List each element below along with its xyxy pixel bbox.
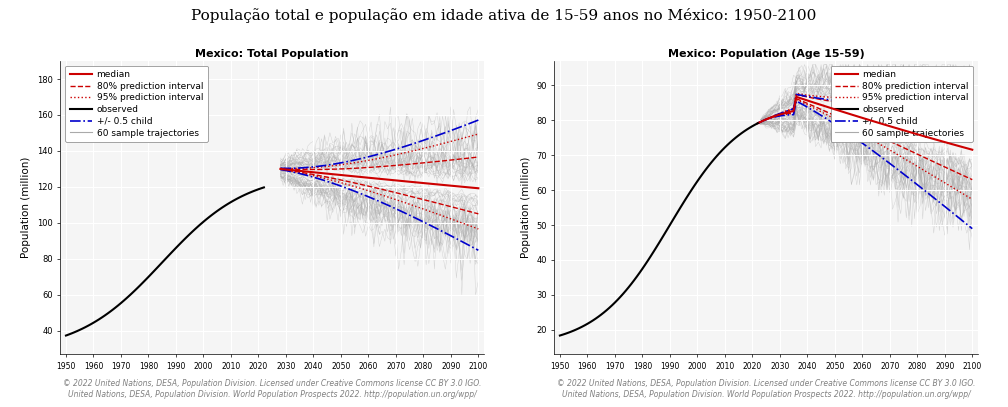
Text: © 2022 United Nations, DESA, Population Division. Licensed under Creative Common: © 2022 United Nations, DESA, Population …	[556, 379, 976, 399]
Legend: median, 80% prediction interval, 95% prediction interval, observed, +/- 0.5 chil: median, 80% prediction interval, 95% pre…	[831, 66, 974, 142]
Title: Mexico: Total Population: Mexico: Total Population	[196, 49, 349, 59]
Y-axis label: Population (million): Population (million)	[520, 157, 530, 258]
Title: Mexico: Population (Age 15-59): Mexico: Population (Age 15-59)	[667, 49, 865, 59]
Text: População total e população em idade ativa de 15-59 anos no México: 1950-2100: População total e população em idade ati…	[192, 8, 816, 23]
Legend: median, 80% prediction interval, 95% prediction interval, observed, +/- 0.5 chil: median, 80% prediction interval, 95% pre…	[65, 66, 208, 142]
Text: © 2022 United Nations, DESA, Population Division. Licensed under Creative Common: © 2022 United Nations, DESA, Population …	[62, 379, 482, 399]
Y-axis label: Population (million): Population (million)	[21, 157, 31, 258]
